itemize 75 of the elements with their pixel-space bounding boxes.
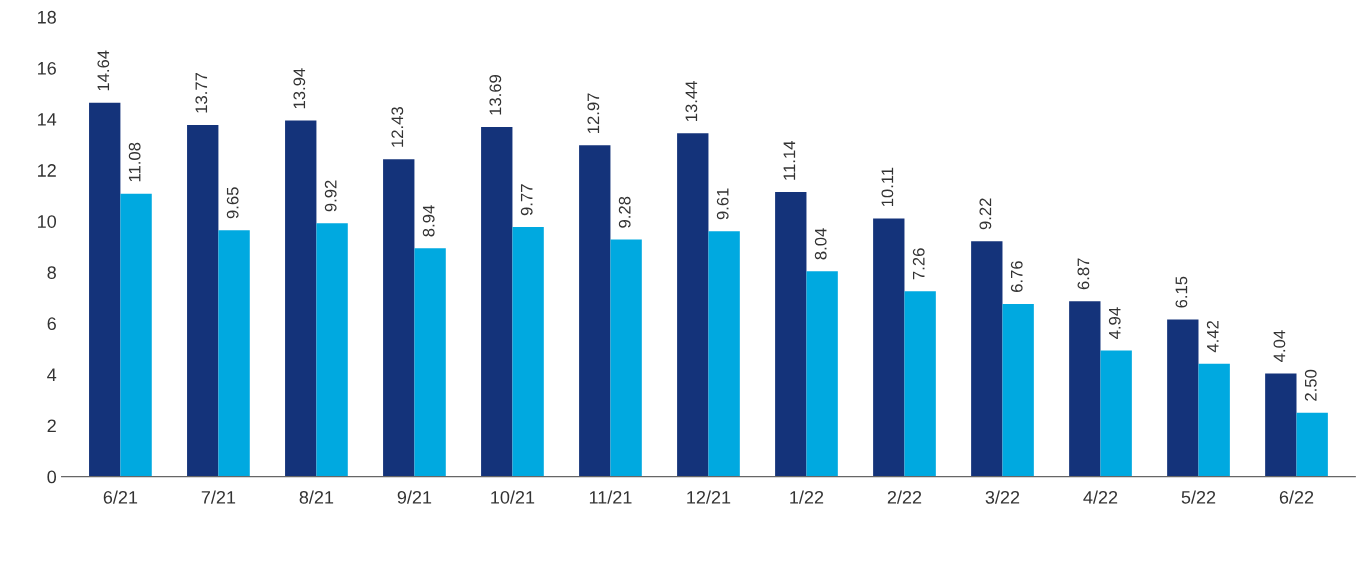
- data-label: 11.14: [783, 141, 796, 180]
- y-tick-label: 14: [38, 113, 57, 126]
- data-label: 13.44: [685, 81, 698, 121]
- data-label: 4.04: [1273, 330, 1286, 362]
- bar: [383, 159, 415, 477]
- y-tick-label: 10: [38, 215, 57, 228]
- bar: [904, 291, 936, 477]
- y-tick-label: 0: [47, 470, 57, 484]
- bar: [1296, 412, 1328, 477]
- x-tick-label: 11/21: [589, 490, 632, 504]
- x-tick-label: 8/21: [299, 490, 334, 504]
- x-tick-label: 5/22: [1181, 490, 1216, 504]
- data-label: 9.22: [979, 198, 992, 230]
- bar: [1100, 350, 1132, 477]
- x-tick-label: 6/21: [103, 490, 138, 504]
- y-tick-label: 6: [47, 317, 56, 331]
- x-tick-label: 10/21: [491, 490, 535, 504]
- data-label: 9.77: [520, 184, 533, 216]
- bar: [218, 230, 250, 477]
- x-tick-label: 12/21: [687, 490, 731, 504]
- data-label: 6.76: [1010, 261, 1023, 292]
- x-tick-label: 9/21: [397, 490, 432, 504]
- y-tick-label: 16: [38, 61, 56, 75]
- bar: [316, 223, 348, 477]
- bar: [1167, 319, 1199, 477]
- bar: [285, 120, 317, 477]
- x-tick-label: 3/22: [985, 490, 1020, 504]
- bar: [873, 218, 905, 477]
- data-label: 8.04: [814, 228, 827, 260]
- x-tick-label: 4/22: [1083, 490, 1118, 504]
- bar: [775, 192, 807, 477]
- data-label: 9.28: [618, 196, 631, 228]
- data-label: 13.94: [293, 68, 306, 109]
- data-label: 13.77: [195, 72, 208, 113]
- y-tick-label: 8: [47, 266, 56, 280]
- bar: [610, 239, 642, 477]
- y-tick-label: 4: [47, 368, 57, 381]
- y-tick-label: 18: [38, 10, 56, 24]
- bar: [414, 248, 446, 477]
- bar: [708, 231, 740, 477]
- bar: [806, 271, 838, 477]
- x-tick-label: 2/22: [887, 490, 922, 504]
- data-label: 8.94: [422, 205, 435, 237]
- data-label: 4.94: [1108, 307, 1121, 339]
- data-label: 2.50: [1304, 369, 1317, 401]
- data-label: 12.43: [391, 107, 404, 147]
- y-tick-label: 12: [38, 164, 56, 177]
- data-label: 4.42: [1206, 321, 1219, 353]
- bar: [89, 102, 121, 477]
- data-label: 6.87: [1077, 258, 1090, 290]
- data-label: 9.92: [324, 180, 337, 212]
- x-tick-label: 6/22: [1279, 490, 1314, 504]
- bar: [1265, 373, 1297, 477]
- x-tick-label: 7/21: [201, 490, 236, 504]
- data-label: 14.64: [97, 50, 110, 91]
- data-label: 10.11: [881, 167, 894, 207]
- data-label: 13.69: [489, 74, 502, 115]
- bar: [1069, 301, 1101, 477]
- bar: [1198, 363, 1230, 477]
- x-tick-label: 1/22: [790, 490, 824, 504]
- data-label: 11.08: [128, 142, 141, 182]
- bar: [579, 145, 611, 477]
- data-label: 7.26: [912, 248, 925, 280]
- data-label: 9.61: [716, 188, 729, 220]
- y-tick-label: 2: [47, 419, 56, 433]
- bar: [971, 241, 1003, 477]
- bar: [481, 126, 513, 477]
- bar: [1002, 303, 1034, 477]
- bar: [120, 193, 152, 477]
- bar: [512, 227, 544, 477]
- data-label: 12.97: [587, 93, 600, 133]
- bar: [677, 133, 709, 477]
- data-label: 6.15: [1175, 276, 1188, 308]
- data-label: 9.65: [226, 187, 239, 219]
- bar: [187, 124, 219, 477]
